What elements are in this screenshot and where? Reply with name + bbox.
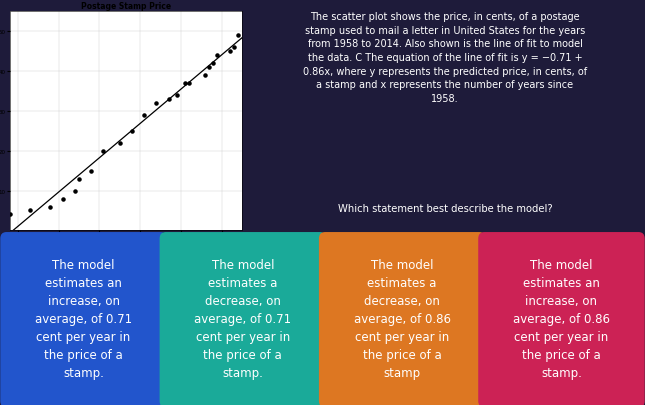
Point [115, 140, 125, 147]
Point [126, 128, 137, 135]
Point [228, 45, 239, 51]
Point [98, 148, 108, 155]
Point [208, 61, 219, 67]
X-axis label: Year: Year [119, 241, 132, 246]
Point [5, 212, 15, 218]
Point [70, 188, 80, 194]
Point [57, 196, 68, 202]
Point [74, 176, 84, 182]
Text: Which statement best describe the model?: Which statement best describe the model? [338, 203, 552, 213]
FancyBboxPatch shape [159, 232, 326, 405]
Point [180, 81, 190, 87]
Point [151, 100, 161, 107]
Point [184, 81, 194, 87]
FancyBboxPatch shape [319, 232, 486, 405]
Title: Postage Stamp Price: Postage Stamp Price [81, 2, 171, 11]
Point [45, 204, 55, 210]
Text: The scatter plot shows the price, in cents, of a postage
stamp used to mail a le: The scatter plot shows the price, in cen… [303, 12, 587, 104]
Text: The model
estimates a
decrease, on
average, of 0.71
cent per year in
the price o: The model estimates a decrease, on avera… [194, 258, 292, 379]
Point [139, 112, 149, 119]
Point [163, 96, 174, 103]
Point [200, 72, 210, 79]
Text: The model
estimates an
increase, on
average, of 0.71
cent per year in
the price : The model estimates an increase, on aver… [35, 258, 132, 379]
Text: The model
estimates a
decrease, on
average, of 0.86
cent per year in
the price o: The model estimates a decrease, on avera… [353, 258, 451, 379]
FancyBboxPatch shape [478, 232, 645, 405]
Point [212, 53, 223, 59]
Point [224, 49, 235, 55]
Text: The model
estimates an
increase, on
average, of 0.86
cent per year in
the price : The model estimates an increase, on aver… [513, 258, 610, 379]
FancyBboxPatch shape [0, 232, 167, 405]
Point [204, 64, 214, 71]
Point [172, 92, 182, 99]
Point [233, 33, 243, 39]
Point [86, 168, 96, 175]
Point [25, 208, 35, 214]
